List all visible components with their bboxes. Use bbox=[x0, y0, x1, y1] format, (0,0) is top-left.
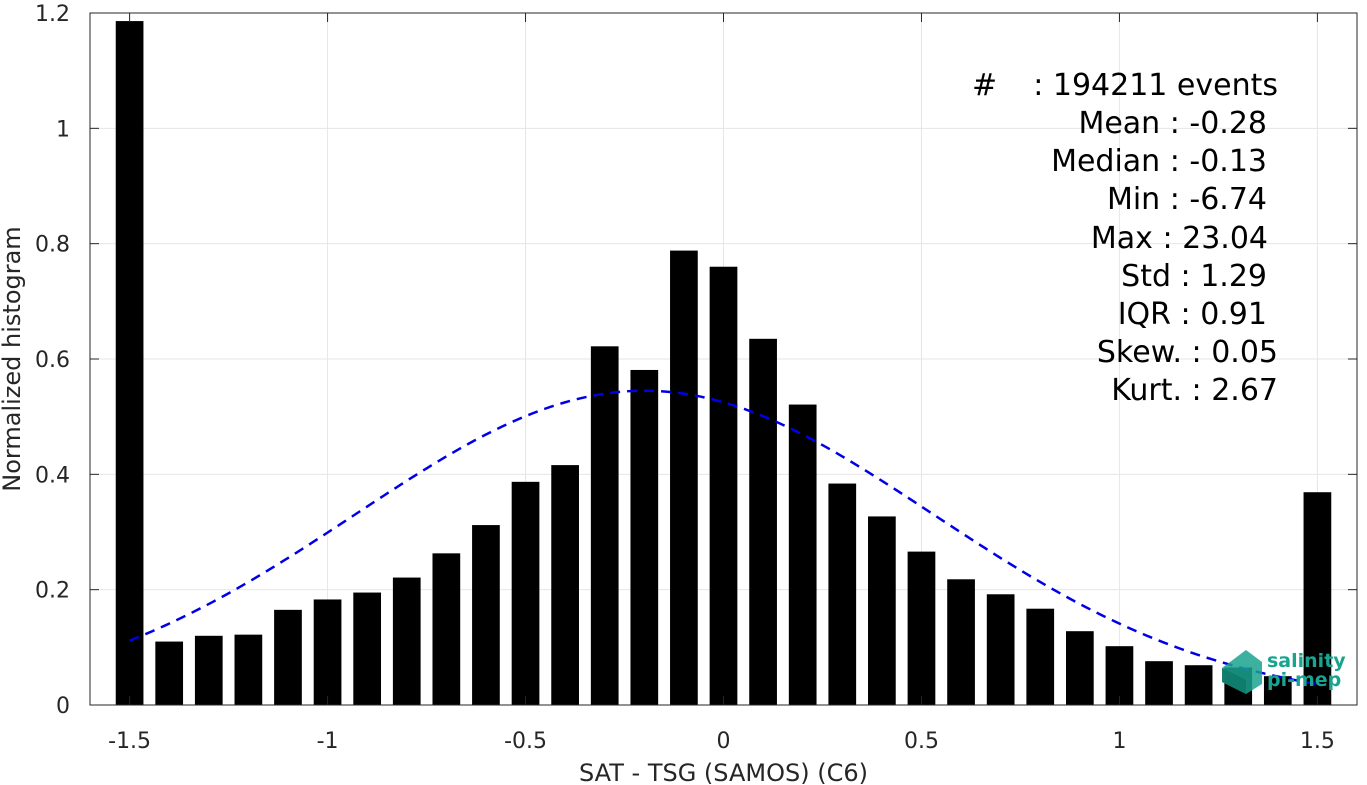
x-tick-label: -1.5 bbox=[108, 729, 151, 754]
histogram-bar bbox=[432, 553, 461, 705]
histogram-bar bbox=[472, 525, 500, 705]
histogram-bar bbox=[828, 483, 857, 705]
histogram-bar bbox=[1145, 661, 1173, 705]
histogram-bar bbox=[313, 599, 342, 705]
histogram-bar bbox=[986, 594, 1015, 705]
x-tick-label: -0.5 bbox=[504, 729, 547, 754]
axis-ticks bbox=[90, 12, 1357, 706]
histogram-bar bbox=[511, 481, 540, 705]
histogram-bar bbox=[709, 266, 738, 705]
stat-row: Kurt. : 2.67 bbox=[1111, 373, 1278, 408]
x-tick-label: 1.5 bbox=[1300, 729, 1335, 754]
y-tick-label: 0.8 bbox=[35, 233, 70, 258]
histogram-bar bbox=[1105, 646, 1134, 705]
logo-text-line2: pi-mep bbox=[1267, 669, 1341, 691]
histogram-bar bbox=[234, 634, 263, 705]
histogram-bar bbox=[353, 592, 382, 705]
histogram-bars bbox=[115, 21, 1332, 705]
x-axis-label: SAT - TSG (SAMOS) (C6) bbox=[579, 759, 868, 785]
histogram-bar bbox=[749, 338, 777, 705]
stat-row: Std : 1.29 bbox=[1121, 259, 1267, 294]
histogram-bar bbox=[115, 21, 144, 705]
histogram-bar bbox=[155, 641, 184, 705]
stat-value: : 194211 events bbox=[1033, 68, 1278, 103]
stat-row: IQR : 0.91 bbox=[1118, 297, 1267, 332]
histogram-bar bbox=[868, 516, 896, 705]
histogram-bar bbox=[1065, 631, 1094, 705]
stat-row: Median : -0.13 bbox=[1051, 144, 1267, 179]
x-tick-labels: -1.5 -1 -0.5 0 0.5 1 1.5 bbox=[108, 729, 1335, 754]
stat-row: Min : -6.74 bbox=[1107, 182, 1267, 217]
histogram-bar bbox=[1026, 608, 1055, 705]
x-tick-label: 1 bbox=[1112, 729, 1126, 754]
histogram-bar bbox=[392, 577, 421, 705]
histogram-bar bbox=[590, 346, 619, 705]
y-tick-label: 0.4 bbox=[35, 463, 70, 488]
x-tick-label: 0 bbox=[717, 729, 731, 754]
gaussian-fit-curve bbox=[129, 389, 1318, 686]
histogram-bar bbox=[194, 635, 223, 705]
y-tick-label: 1.2 bbox=[35, 2, 70, 27]
stat-row: Mean : -0.28 bbox=[1078, 106, 1267, 141]
histogram-bar bbox=[630, 369, 659, 705]
histogram-bar bbox=[1263, 676, 1292, 705]
y-tick-label: 0.6 bbox=[35, 348, 70, 373]
y-axis-label: Normalized histogram bbox=[0, 226, 26, 491]
y-tick-label: 0.2 bbox=[35, 579, 70, 604]
stat-row: Skew. : 0.05 bbox=[1097, 335, 1278, 370]
histogram-bar bbox=[274, 609, 302, 705]
histogram-bar bbox=[1303, 492, 1332, 705]
stat-row: Max : 23.04 bbox=[1091, 221, 1268, 256]
histogram-bar bbox=[551, 465, 579, 705]
histogram-bar bbox=[670, 250, 698, 705]
logo-cube-shade bbox=[1222, 668, 1246, 694]
x-tick-label: 0.5 bbox=[904, 729, 939, 754]
x-tick-label: -1 bbox=[317, 729, 339, 754]
stat-label: # bbox=[972, 68, 997, 103]
histogram-bar bbox=[1184, 665, 1213, 705]
histogram-bar bbox=[907, 551, 936, 705]
logo-text-line1: salinity bbox=[1267, 650, 1346, 672]
y-tick-labels: 0 0.2 0.4 0.6 0.8 1 1.2 bbox=[35, 2, 70, 719]
y-tick-label: 0 bbox=[56, 694, 70, 719]
y-tick-label: 1 bbox=[56, 117, 70, 142]
histogram-bar bbox=[788, 404, 817, 705]
histogram-bar bbox=[947, 579, 975, 705]
